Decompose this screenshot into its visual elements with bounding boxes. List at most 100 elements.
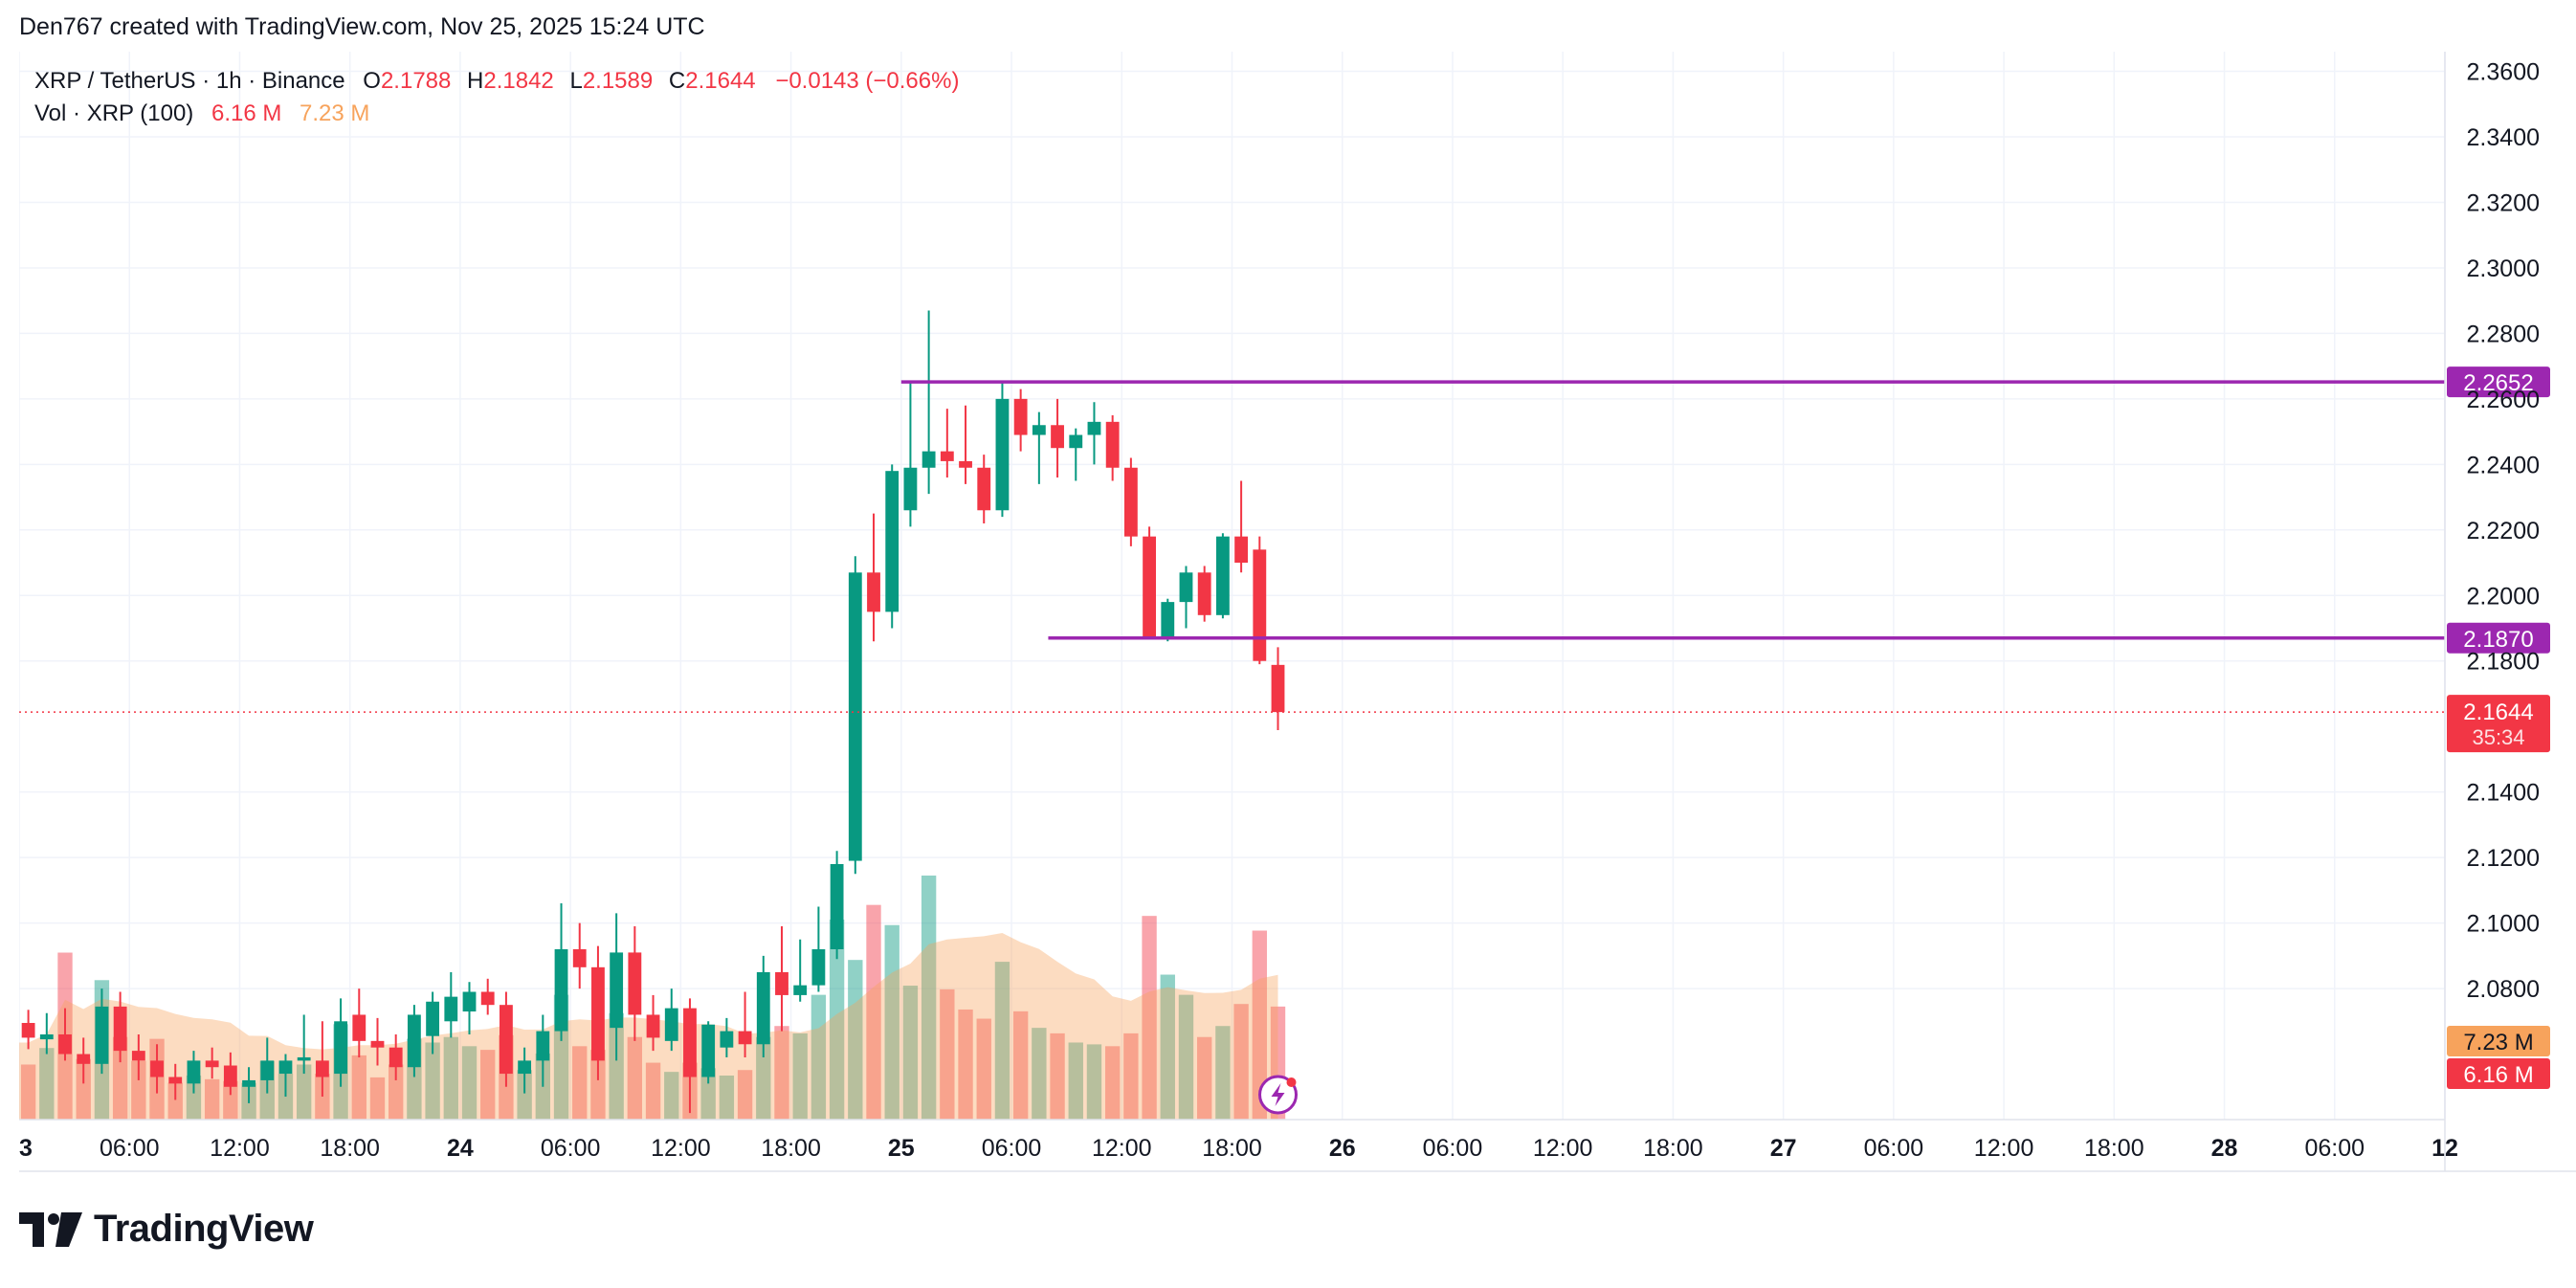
candle-body xyxy=(646,1014,660,1038)
volume-bar xyxy=(76,1058,91,1120)
volume-bar xyxy=(204,1078,220,1120)
x-tick-label: 06:00 xyxy=(541,1135,601,1162)
volume-bar xyxy=(848,960,863,1120)
x-tick-label: 12:00 xyxy=(1974,1135,2034,1162)
axes: 2.3600 2.3400 2.3200 2.3000 2.2800 2.2600 2.24… xyxy=(6,52,2576,1172)
candle-body xyxy=(1197,572,1211,615)
x-tick-label: 18:00 xyxy=(1202,1135,1262,1162)
candle-body xyxy=(683,1008,697,1077)
candle-body xyxy=(536,1031,550,1061)
candle-body xyxy=(1234,536,1249,564)
candle-body xyxy=(242,1079,255,1087)
candle-body xyxy=(278,1060,293,1075)
chart-legend: XRP / TetherUS · 1h · Binance O2.1788 H 2… xyxy=(34,65,959,130)
x-tick-label: 28 xyxy=(2211,1135,2238,1162)
candle-body xyxy=(1215,536,1230,615)
volume-bar xyxy=(627,1036,643,1120)
candle-body xyxy=(389,1047,403,1068)
volume-bar xyxy=(700,1068,716,1120)
last-price-text: 2.1644 xyxy=(2463,700,2533,725)
volume-bar xyxy=(572,1046,588,1120)
candle-body xyxy=(205,1060,219,1068)
x-tick-label: 24 xyxy=(447,1135,474,1162)
volume-tag xyxy=(2447,1058,2550,1089)
candle-body xyxy=(756,971,770,1045)
volume-title[interactable]: Vol · XRP (100) xyxy=(34,100,194,126)
tradingview-wordmark: TradingView xyxy=(94,1208,314,1250)
close-label: C xyxy=(668,68,686,94)
volume-bar xyxy=(645,1062,661,1120)
volume-legend-row: Vol · XRP (100) 6.16 M 7.23 M xyxy=(34,98,959,130)
volume-bar xyxy=(1032,1028,1047,1120)
high-label: H xyxy=(467,68,484,94)
candle-body xyxy=(113,1006,127,1052)
candle-body xyxy=(315,1060,329,1077)
candle-body xyxy=(554,948,568,1032)
candle-body xyxy=(1179,572,1193,603)
candle-body xyxy=(977,467,991,511)
change-value: −0.0143 (−0.66%) xyxy=(775,68,960,94)
volume-bar xyxy=(351,1055,366,1120)
level-price-text: 2.1870 xyxy=(2463,627,2533,653)
x-tick-label: 12:00 xyxy=(1092,1135,1152,1162)
chart-credit: Den767 created with TradingView.com, Nov… xyxy=(19,13,705,40)
volume-bar xyxy=(958,1009,973,1120)
candle-body xyxy=(1271,664,1285,713)
volume-bar xyxy=(902,986,919,1120)
tradingview-branding[interactable]: TradingView xyxy=(19,1208,314,1251)
volume-bar xyxy=(792,1033,808,1120)
candle-body xyxy=(1051,425,1064,449)
event-markers[interactable] xyxy=(1258,1075,1299,1115)
volume-bar xyxy=(756,1036,771,1120)
tradingview-logo-icon xyxy=(19,1211,82,1247)
candle-body xyxy=(995,398,1010,511)
candle-body xyxy=(95,1006,109,1064)
candle-body xyxy=(187,1060,201,1084)
candle-body xyxy=(480,991,495,1006)
volume-bar xyxy=(921,875,937,1120)
chart-area[interactable]: 2.2652 2.1870 2.1644 35:34 7.23 M 6.16 M 2.36… xyxy=(6,52,2576,1173)
open-value: 2.1788 xyxy=(380,68,452,94)
candle-body xyxy=(867,572,880,612)
candle-body xyxy=(1013,398,1028,435)
volume-bar xyxy=(1178,994,1194,1120)
candle-body xyxy=(21,1023,35,1038)
candle-body xyxy=(1143,536,1156,638)
volume-bars xyxy=(20,875,1286,1120)
candle-body xyxy=(444,996,458,1022)
candle-body xyxy=(150,1060,164,1077)
volume-bar xyxy=(1215,1026,1231,1120)
candle-body xyxy=(922,451,936,468)
open-label: O xyxy=(363,68,381,94)
x-tick-label: 06:00 xyxy=(2304,1135,2365,1162)
symbol-title[interactable]: XRP / TetherUS · 1h · Binance xyxy=(34,68,345,94)
volume-ma-tag-text: 7.23 M xyxy=(2463,1030,2533,1055)
candle-body xyxy=(701,1024,716,1077)
volume-bar xyxy=(389,1064,404,1120)
volume-bar xyxy=(940,988,955,1120)
volume-bar xyxy=(1068,1042,1083,1120)
candle-body xyxy=(1253,549,1267,661)
volume-bar xyxy=(369,1077,386,1120)
close-value: 2.1644 xyxy=(685,68,756,94)
volume-bar xyxy=(296,1064,312,1120)
candle-body xyxy=(610,952,624,1029)
y-tick-label: 2.2000 xyxy=(2467,583,2540,610)
y-tick-label: 2.3000 xyxy=(2467,255,2540,282)
volume-bar xyxy=(443,1036,458,1120)
candle-body xyxy=(1032,425,1046,435)
x-tick-label: 18:00 xyxy=(1643,1135,1703,1162)
candle-body xyxy=(738,1031,752,1045)
candle-body xyxy=(811,948,826,986)
candle-body xyxy=(518,1060,532,1075)
candle-body xyxy=(168,1077,183,1084)
volume-bar xyxy=(774,1026,789,1120)
volume-bar xyxy=(811,994,827,1120)
candle-body xyxy=(407,1014,421,1068)
candle-body xyxy=(131,1051,145,1061)
x-tick-label: 06:00 xyxy=(982,1135,1042,1162)
volume-bar xyxy=(664,1072,679,1120)
candle-body xyxy=(1123,467,1138,537)
